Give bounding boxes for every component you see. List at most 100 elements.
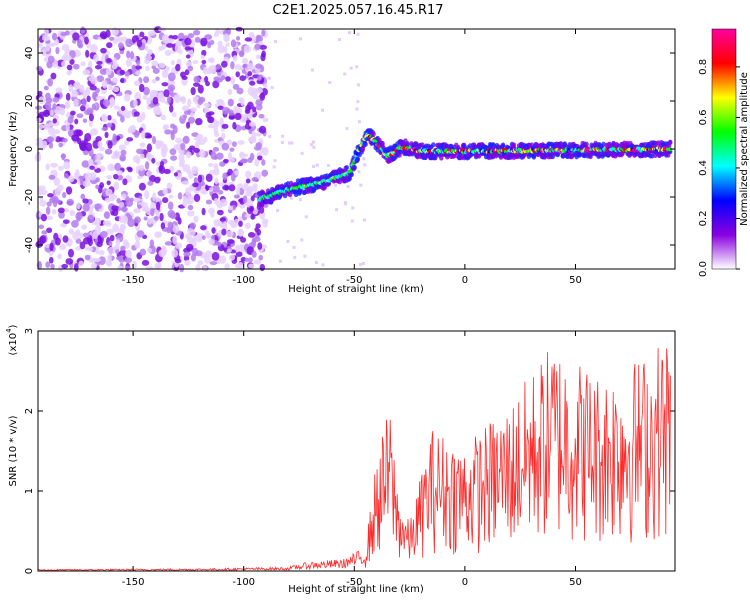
noise-cell <box>168 194 174 199</box>
noise-cell <box>247 231 256 238</box>
noise-cell <box>46 215 54 221</box>
noise-cell <box>250 195 255 202</box>
noise-cell <box>79 175 84 185</box>
noise-cell <box>247 101 254 110</box>
noise-cell <box>112 208 119 217</box>
noise-cell <box>268 134 272 138</box>
noise-cell <box>164 49 172 56</box>
noise-cell <box>256 79 264 85</box>
noise-cell <box>252 94 259 100</box>
noise-cell <box>247 157 253 164</box>
noise-cell <box>79 84 85 93</box>
noise-cell <box>286 239 290 243</box>
noise-cell <box>85 49 90 58</box>
noise-cell <box>338 38 342 42</box>
noise-cell <box>64 55 72 61</box>
noise-cell <box>71 90 79 98</box>
noise-cell <box>189 222 197 229</box>
noise-cell <box>47 126 55 136</box>
noise-cell <box>145 265 154 271</box>
noise-cell <box>263 83 268 89</box>
noise-cell <box>219 198 228 207</box>
noise-cell <box>197 260 204 266</box>
noise-cell <box>80 105 86 112</box>
noise-cell <box>212 80 220 89</box>
noise-cell <box>146 97 151 105</box>
noise-cell <box>147 247 152 253</box>
noise-cell <box>119 223 127 231</box>
noise-cell <box>76 113 84 119</box>
noise-cell <box>216 99 224 104</box>
noise-cell <box>238 50 245 58</box>
noise-cell <box>221 142 230 151</box>
noise-cell <box>65 186 73 195</box>
noise-cell <box>186 210 195 217</box>
noise-cell <box>96 60 103 65</box>
noise-cell <box>234 170 240 176</box>
noise-cell <box>346 184 350 188</box>
noise-cell <box>193 193 201 203</box>
noise-cell <box>84 36 89 45</box>
noise-cell <box>230 76 236 85</box>
noise-cell <box>239 203 246 209</box>
noise-cell <box>84 254 91 261</box>
noise-cell <box>262 117 269 123</box>
noise-cell <box>187 204 194 211</box>
noise-cell <box>216 78 223 83</box>
noise-cell <box>186 168 192 175</box>
noise-cell <box>147 49 153 56</box>
noise-cell <box>172 125 178 134</box>
noise-cell <box>145 65 150 72</box>
noise-cell <box>210 151 217 160</box>
noise-cell <box>152 67 160 74</box>
noise-cell <box>363 163 367 167</box>
colorbar-tick-label: 0.0 <box>698 261 709 277</box>
noise-cell <box>197 97 204 106</box>
noise-cell <box>42 123 51 130</box>
noise-cell <box>52 96 60 103</box>
noise-cell <box>146 134 153 139</box>
noise-cell <box>136 39 143 48</box>
noise-cell <box>55 237 61 246</box>
noise-cell <box>293 255 297 259</box>
noise-cell <box>359 183 363 187</box>
noise-cell <box>163 124 169 130</box>
noise-cell <box>258 113 265 119</box>
noise-cell <box>208 238 215 245</box>
noise-cell <box>259 44 267 50</box>
noise-cell <box>113 245 120 250</box>
noise-cell <box>147 180 154 186</box>
noise-cell <box>231 141 237 147</box>
noise-cell <box>357 120 361 124</box>
noise-cell <box>95 184 100 190</box>
noise-cell <box>79 241 86 250</box>
noise-cell <box>108 240 113 247</box>
noise-cell <box>198 138 206 146</box>
noise-cell <box>182 114 188 119</box>
noise-cell <box>227 88 233 96</box>
noise-cell <box>106 228 114 235</box>
noise-cell <box>230 39 237 48</box>
noise-cell <box>57 207 65 214</box>
noise-cell <box>198 149 206 158</box>
noise-cell <box>192 147 200 153</box>
noise-cell <box>244 222 251 229</box>
noise-cell <box>62 191 67 199</box>
noise-cell <box>83 236 91 245</box>
noise-cell <box>133 208 140 214</box>
noise-cell <box>120 245 126 251</box>
noise-cell <box>134 92 142 101</box>
noise-cell <box>103 211 111 220</box>
noise-cell <box>239 75 247 82</box>
noise-cell <box>211 251 220 261</box>
ridge-cell <box>371 131 376 137</box>
spectrogram-x-tick-label: 0 <box>462 275 468 286</box>
noise-cell <box>159 212 164 222</box>
noise-cell <box>170 212 177 219</box>
noise-cell <box>36 152 41 162</box>
noise-cell <box>185 54 191 59</box>
snr-x-tick-label: 0 <box>462 577 468 588</box>
noise-cell <box>67 248 74 258</box>
noise-cell <box>213 219 221 227</box>
